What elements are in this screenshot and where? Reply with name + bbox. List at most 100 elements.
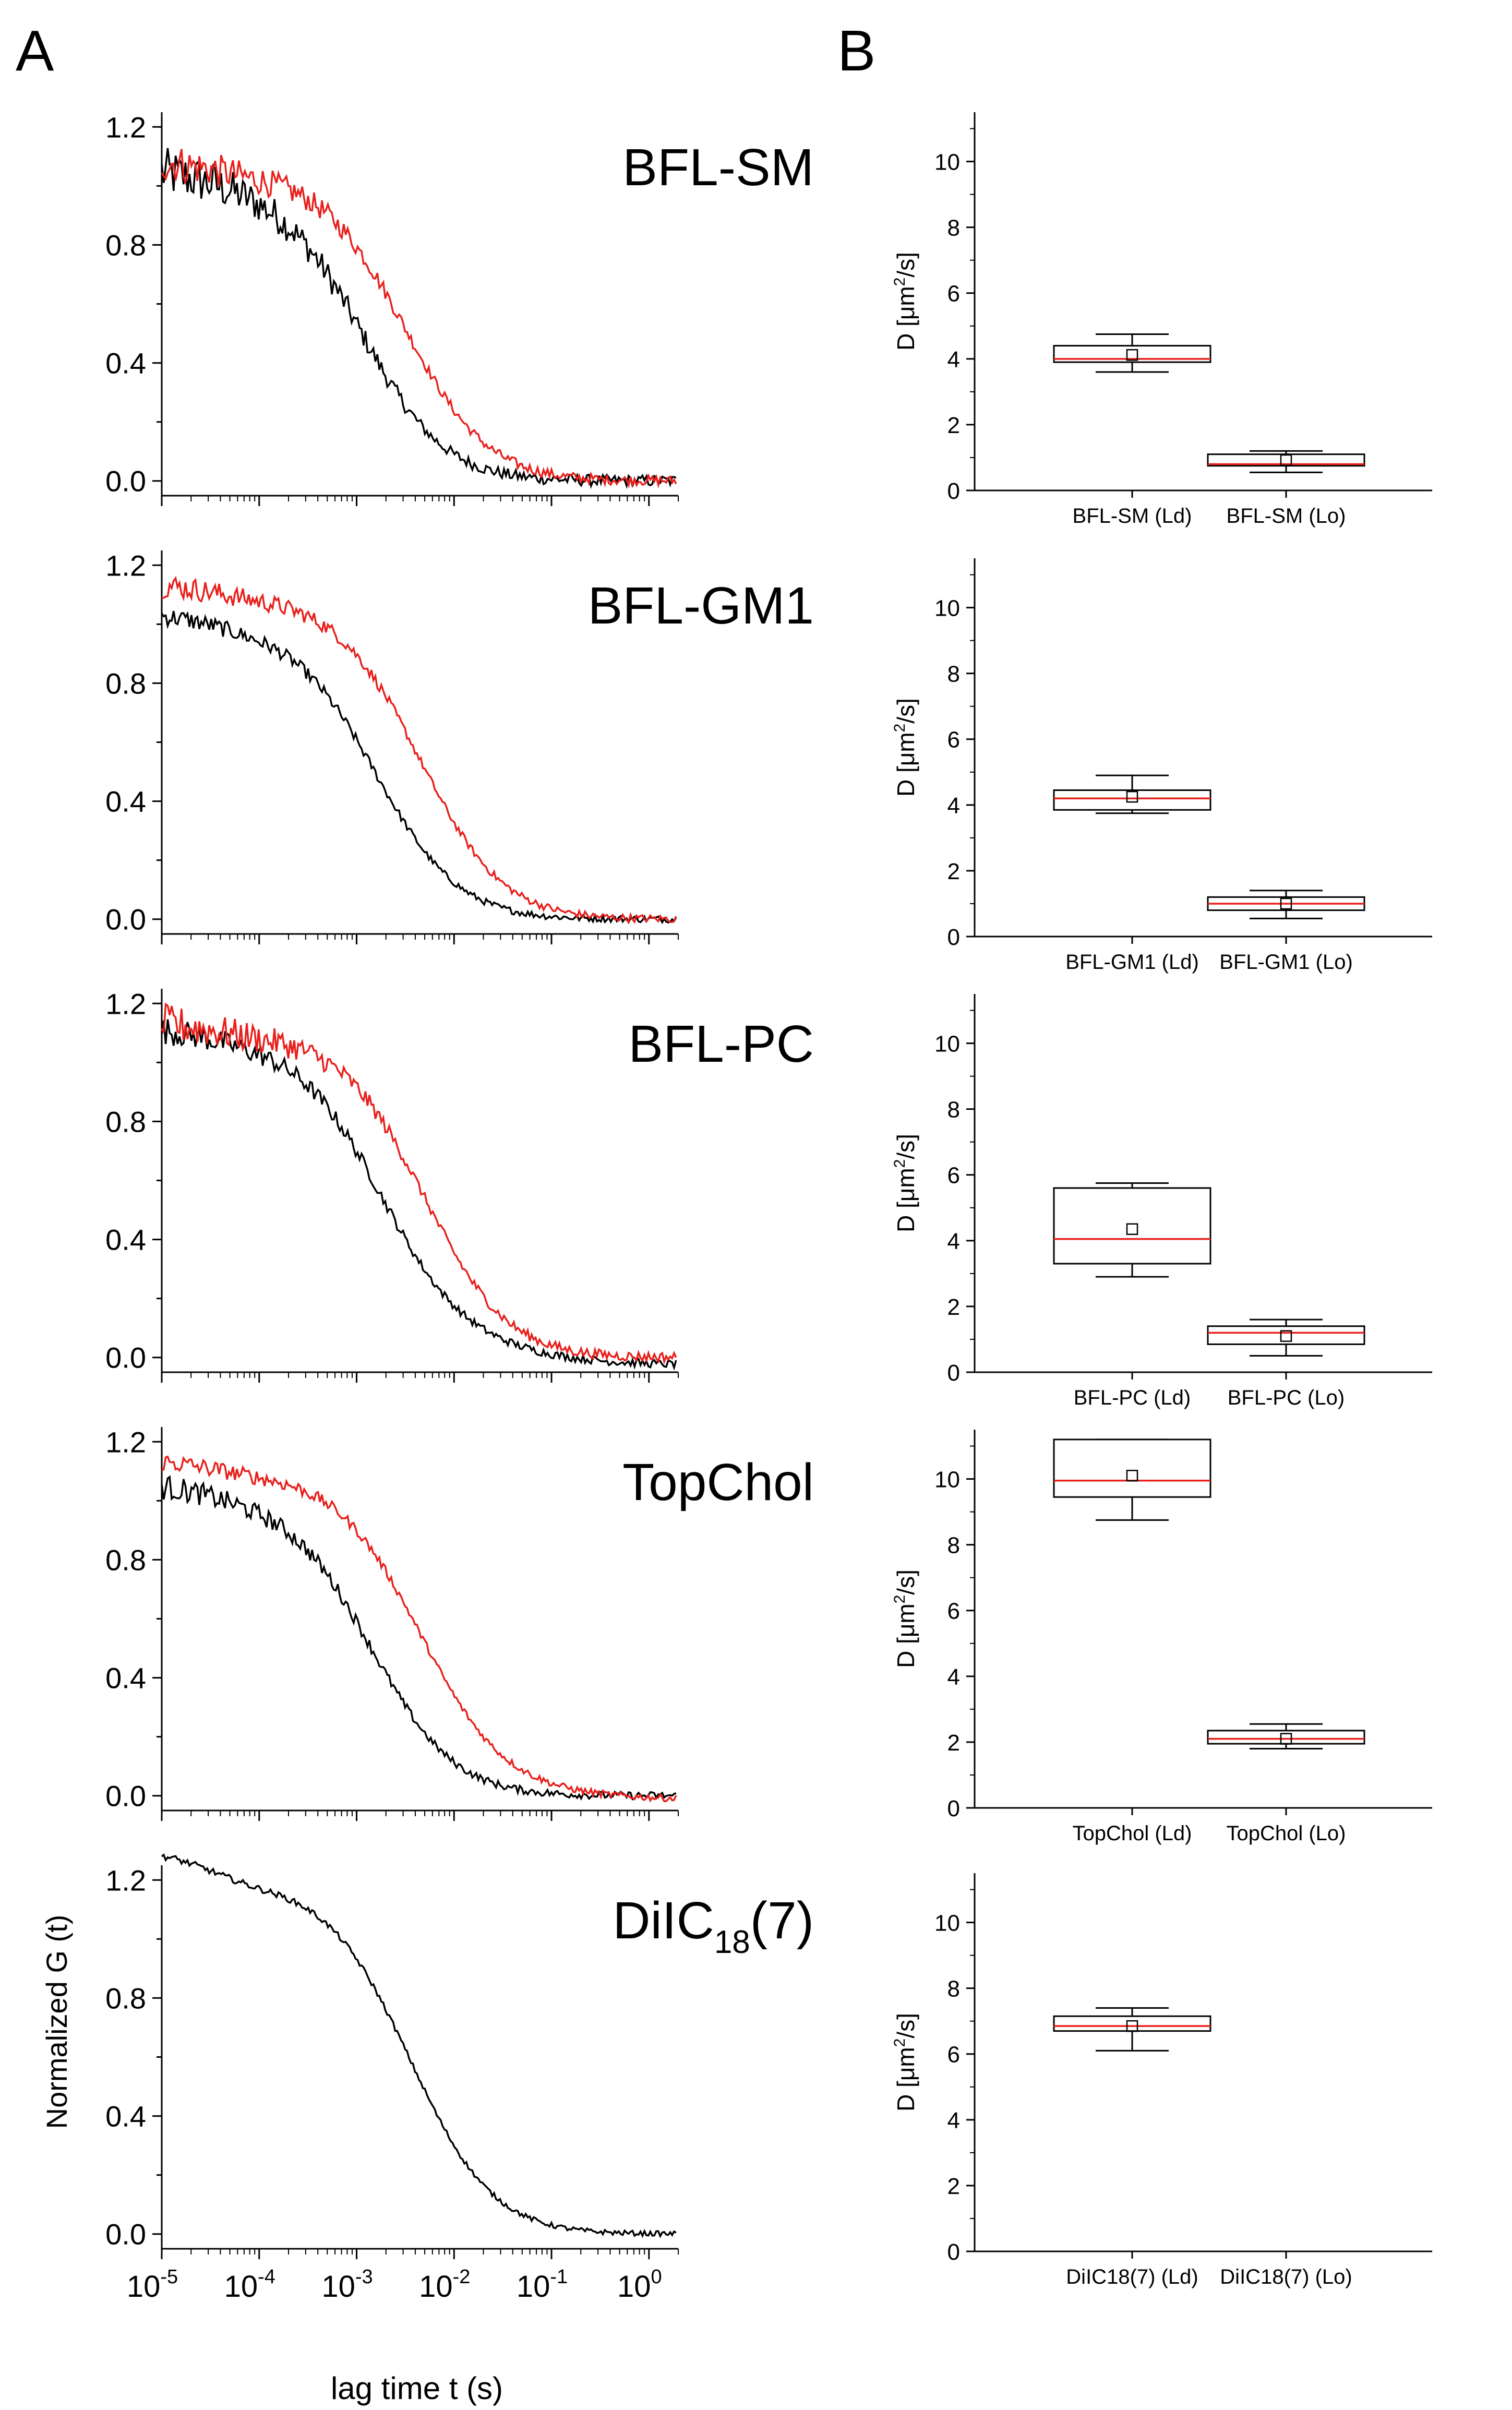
box-panel: 0 2 4 6 8 10 D [μm2/s] BFL-PC (Ld) BFL-PC (Lo) [891,994,1432,1409]
mean-marker [1126,790,1138,803]
y-tick-label: 4 [947,2108,960,2133]
box-panel: 0 2 4 6 8 10 D [μm2/s] BFL-SM (Ld) BFL-SM (Lo) [891,112,1432,527]
y-tick-label: 4 [947,1664,960,1690]
x-tick-label: 10-1 [517,2266,568,2304]
y-tick-label: 2 [947,413,960,438]
y-tick-label: 0.0 [105,1341,146,1374]
y-tick-label: 0.4 [105,347,146,380]
box-iqr [1053,2015,1211,2032]
y-tick-label: 0 [947,1360,960,1386]
y-tick-label: 0 [947,925,960,950]
fcs-curve-lo [161,1002,677,1365]
fcs-y-axis-label: Normalized G (t) [40,1915,73,2129]
fcs-curve-ld [161,148,677,489]
y-tick-label: 8 [947,1533,960,1558]
box-panel: 0 2 4 6 8 10 D [μm2/s] DiIC18(7) (Ld) DiIC18(7) … [891,1873,1432,2288]
fcs-curve-ld [161,1853,677,2238]
x-tick-label: 10-5 [127,2266,178,2304]
y-tick-label: 6 [947,2042,960,2068]
category-label: BFL-SM (Ld) [1073,505,1192,527]
y-tick-label: 4 [947,793,960,819]
box-iqr [1207,1730,1365,1745]
box-iqr [1053,789,1211,811]
y-tick-label: 0.8 [105,1105,146,1138]
box-y-axis-label: D [μm2/s] [891,2013,919,2112]
panel-label-a: A [16,19,54,83]
fcs-panels: 1.2 0.8 0.4 0.0 BFL-SM 1.2 0.8 0.4 0.0 BFL-GM1 1.2… [105,111,814,2304]
y-tick-label: 0.0 [105,2218,146,2251]
y-tick-label: 0.8 [105,1543,146,1576]
y-tick-label: 0.4 [105,785,146,818]
fcs-curve-lo [161,149,677,489]
y-tick-label: 4 [947,1229,960,1254]
mean-marker [1126,1223,1138,1236]
y-tick-label: 0.8 [105,229,146,261]
box-panels: 0 2 4 6 8 10 D [μm2/s] BFL-SM (Ld) BFL-SM (Lo) 0 2… [891,112,1432,2288]
y-tick-label: 6 [947,1599,960,1624]
y-tick-label: 1.2 [105,1864,146,1897]
y-tick-label: 2 [947,1294,960,1320]
y-tick-label: 2 [947,2174,960,2199]
y-tick-label: 10 [934,596,960,621]
mean-marker [1126,2020,1138,2032]
mean-marker [1280,897,1292,910]
y-tick-label: 0.0 [105,465,146,498]
box-y-axis-label: D [μm2/s] [891,1569,919,1668]
y-tick-label: 6 [947,1163,960,1189]
fcs-panel: 1.2 0.8 0.4 0.0 BFL-SM [105,111,814,506]
fcs-curve-ld [161,1019,677,1371]
y-tick-label: 1.2 [105,1425,146,1458]
fcs-x-axis-label: lag time t (s) [331,2371,503,2406]
y-tick-label: 6 [947,281,960,307]
box-iqr [1053,1438,1211,1498]
mean-marker [1280,454,1292,466]
mean-marker [1280,1330,1292,1342]
y-tick-label: 2 [947,859,960,884]
box-panel: 0 2 4 6 8 10 D [μm2/s] BFL-GM1 (Ld) BFL-GM1 (Lo) [891,558,1432,974]
fcs-curve-lo [161,576,677,924]
x-tick-label: 10-2 [419,2266,470,2304]
y-tick-label: 0.0 [105,1780,146,1813]
fcs-panel: 1.2 0.8 0.4 0.0 BFL-PC [105,987,814,1383]
y-tick-label: 8 [947,662,960,687]
fcs-panel: 1.2 0.8 0.4 0.0 10-5 10-4 10-3 10-2 10-1 100 DiIC1… [105,1853,814,2304]
y-tick-label: 6 [947,727,960,753]
y-tick-label: 8 [947,1097,960,1123]
x-tick-label: 10-4 [224,2266,275,2304]
fcs-panel-title: BFL-GM1 [588,577,814,635]
y-tick-label: 0.4 [105,1224,146,1256]
y-tick-label: 8 [947,1976,960,2002]
box-y-axis-label: D [μm2/s] [891,252,919,351]
y-tick-label: 2 [947,1730,960,1756]
y-tick-label: 10 [934,1467,960,1493]
y-tick-label: 8 [947,215,960,241]
fcs-curve-lo [161,1455,677,1803]
category-label: BFL-PC (Lo) [1228,1386,1345,1409]
category-label: DiIC18(7) (Ld) [1066,2265,1198,2288]
mean-marker [1280,1733,1292,1745]
y-tick-label: 4 [947,347,960,373]
y-tick-label: 0.4 [105,1662,146,1695]
box-panel: 0 2 4 6 8 10 D [μm2/s] TopChol (Ld) TopChol (Lo) [891,1430,1432,1845]
panel-label-b: B [837,19,875,83]
y-tick-label: 1.2 [105,549,146,582]
category-label: BFL-GM1 (Ld) [1065,951,1199,974]
y-tick-label: 1.2 [105,111,146,143]
y-tick-label: 0.0 [105,903,146,936]
category-label: TopChol (Lo) [1226,1822,1346,1845]
box-y-axis-label: D [μm2/s] [891,698,919,797]
fcs-panel-title: DiIC18(7) [613,1891,814,1960]
category-label: BFL-PC (Ld) [1074,1386,1191,1409]
category-label: TopChol (Ld) [1072,1822,1192,1845]
fcs-panel-title: BFL-SM [622,138,814,197]
category-label: DiIC18(7) (Lo) [1220,2265,1352,2288]
box-iqr [1053,1187,1211,1265]
x-tick-label: 100 [617,2266,662,2304]
fcs-curve-ld [161,610,677,925]
y-tick-label: 0 [947,1796,960,1821]
x-tick-label: 10-3 [321,2266,373,2304]
box-y-axis-label: D [μm2/s] [891,1134,919,1232]
y-tick-label: 0.8 [105,1982,146,2015]
y-tick-label: 0 [947,2239,960,2265]
